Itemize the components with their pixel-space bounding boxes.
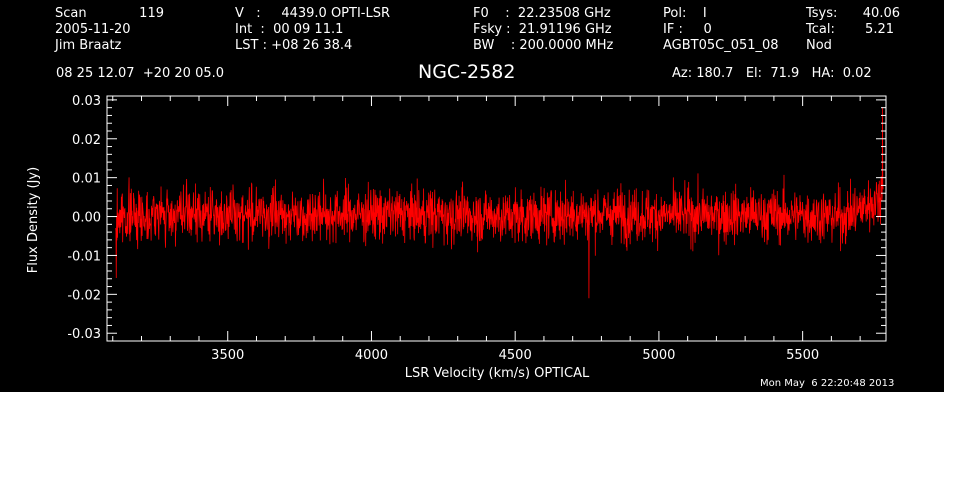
project-id: AGBT05C_051_08 (663, 38, 779, 53)
x-tick-label: 4500 (499, 348, 532, 363)
y-tick-label: -0.01 (67, 249, 101, 264)
tsys-value: 40.06 (862, 6, 900, 21)
x-tick-label: 4000 (355, 348, 388, 363)
x-tick-label: 5500 (786, 348, 819, 363)
y-tick-label: 0.02 (72, 133, 101, 148)
y-axis-label: Flux Density (Jy) (26, 167, 41, 273)
x-tick-label: 5000 (642, 348, 675, 363)
chart-title: NGC-2582 (418, 61, 516, 83)
x-axis: 3500 4000 4500 5000 5500 (112, 96, 861, 363)
plot-panel (0, 0, 944, 392)
integration-time: Int : 00 09 11.1 (235, 22, 344, 37)
polarization: Pol: I (663, 6, 707, 21)
spectrum-trace-group (115, 107, 884, 299)
sky-frequency: Fsky : 21.91196 GHz (473, 22, 612, 37)
y-tick-label: 0.00 (72, 211, 101, 226)
y-tick-label: -0.03 (67, 327, 101, 342)
pointing-info: Az: 180.7 El: 71.9 HA: 0.02 (672, 66, 872, 81)
y-tick-label: 0.03 (72, 94, 101, 109)
y-tick-label: 0.01 (72, 172, 101, 187)
scan-label: Scan (55, 6, 87, 21)
observing-mode: Nod (806, 38, 832, 53)
timestamp: Mon May 6 22:20:48 2013 (760, 378, 895, 389)
observation-date: 2005-11-20 (55, 22, 131, 37)
spectrum-trace (115, 107, 884, 299)
bandwidth: BW : 200.0000 MHz (473, 38, 614, 53)
plot-frame (106, 95, 887, 342)
observer-name: Jim Braatz (55, 38, 122, 53)
y-axis: -0.03 -0.02 -0.01 0.00 0.01 0.02 0.03 (67, 94, 886, 342)
source-coordinates: 08 25 12.07 +20 20 05.0 (56, 66, 225, 81)
velocity-info: V : 4439.0 OPTI-LSR (235, 6, 391, 21)
tcal-value: 5.21 (865, 22, 894, 37)
y-tick-label: -0.02 (67, 288, 101, 303)
tcal-label: Tcal: (806, 22, 835, 37)
lst-info: LST : +08 26 38.4 (235, 38, 353, 53)
x-tick-label: 3500 (211, 348, 244, 363)
scan-number: 119 (139, 6, 164, 21)
if-number: IF : 0 (663, 22, 712, 37)
x-axis-label: LSR Velocity (km/s) OPTICAL (405, 366, 590, 381)
tsys-label: Tsys: (806, 6, 838, 21)
rest-frequency: F0 : 22.23508 GHz (473, 6, 611, 21)
